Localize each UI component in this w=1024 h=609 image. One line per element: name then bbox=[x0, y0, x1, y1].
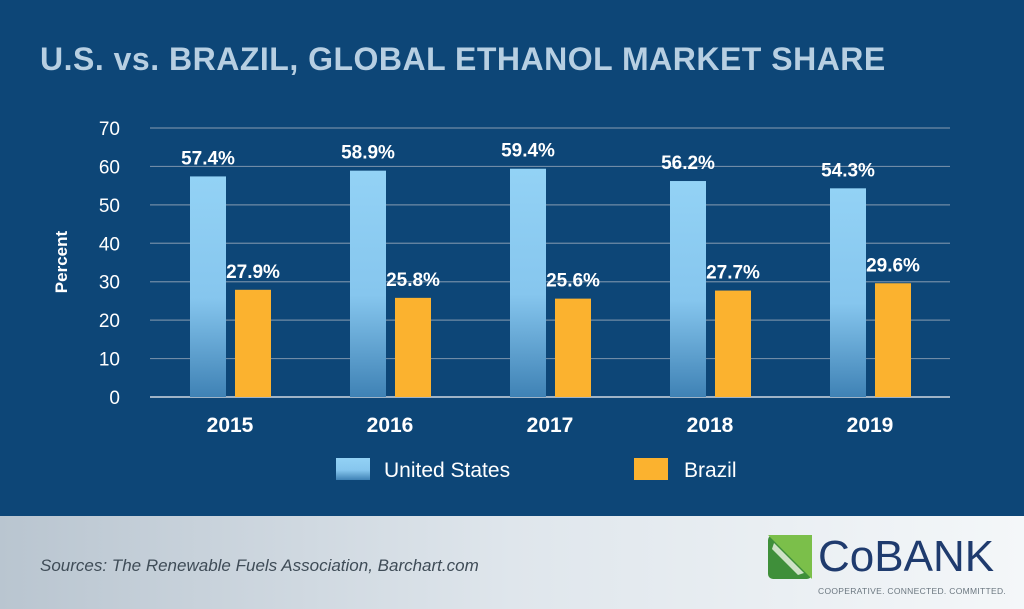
bar-brazil-2015 bbox=[235, 289, 271, 397]
legend-swatch-united-states bbox=[336, 458, 370, 480]
bar-united-states-2015 bbox=[190, 176, 226, 397]
x-tick-label: 2015 bbox=[207, 414, 254, 437]
bar-brazil-2018 bbox=[715, 290, 751, 397]
data-label: 25.8% bbox=[386, 270, 440, 291]
y-tick-label: 30 bbox=[99, 273, 120, 294]
legend-label-brazil: Brazil bbox=[684, 459, 737, 482]
bar-united-states-2019 bbox=[830, 188, 866, 397]
data-label: 57.4% bbox=[181, 148, 235, 169]
logo-tagline: COOPERATIVE. CONNECTED. COMMITTED. bbox=[818, 586, 1007, 596]
chart-title: U.S. vs. BRAZIL, GLOBAL ETHANOL MARKET S… bbox=[40, 41, 886, 77]
logo-wordmark: CoBANK bbox=[818, 532, 995, 581]
x-tick-label: 2017 bbox=[527, 414, 574, 437]
y-tick-label: 0 bbox=[109, 388, 120, 409]
x-tick-label: 2016 bbox=[367, 414, 414, 437]
data-label: 29.6% bbox=[866, 255, 920, 276]
legend: United States Brazil bbox=[336, 458, 737, 482]
data-label: 59.4% bbox=[501, 141, 555, 162]
bar-united-states-2016 bbox=[350, 170, 386, 397]
bar-chart: 0 10 20 30 40 50 60 70 2015 57.4% 27.9% 2016 58.9% 25… bbox=[52, 119, 950, 482]
source-note: Sources: The Renewable Fuels Association… bbox=[40, 556, 479, 575]
data-label: 25.6% bbox=[546, 271, 600, 292]
footer: Sources: The Renewable Fuels Association… bbox=[0, 516, 1024, 609]
y-tick-label: 10 bbox=[99, 350, 120, 371]
bar-united-states-2017 bbox=[510, 168, 546, 397]
y-tick-label: 70 bbox=[99, 119, 120, 140]
bar-united-states-2018 bbox=[670, 181, 706, 397]
y-axis-label: Percent bbox=[52, 230, 71, 293]
data-label: 27.7% bbox=[706, 263, 760, 284]
data-label: 56.2% bbox=[661, 153, 715, 174]
y-tick-label: 60 bbox=[99, 157, 120, 178]
legend-label-united-states: United States bbox=[384, 459, 510, 482]
data-label: 27.9% bbox=[226, 262, 280, 283]
legend-swatch-brazil bbox=[634, 458, 668, 480]
cobank-logo: CoBANK COOPERATIVE. CONNECTED. COMMITTED… bbox=[766, 533, 1006, 603]
x-tick-label: 2019 bbox=[847, 414, 894, 437]
data-label: 54.3% bbox=[821, 160, 875, 181]
bar-brazil-2016 bbox=[395, 297, 431, 397]
x-tick-label: 2018 bbox=[687, 414, 734, 437]
bar-brazil-2017 bbox=[555, 298, 591, 397]
y-tick-label: 50 bbox=[99, 196, 120, 217]
bar-brazil-2019 bbox=[875, 283, 911, 397]
y-tick-label: 20 bbox=[99, 311, 120, 332]
data-label: 58.9% bbox=[341, 143, 395, 164]
y-tick-label: 40 bbox=[99, 234, 120, 255]
logo-mark-icon bbox=[768, 535, 812, 579]
